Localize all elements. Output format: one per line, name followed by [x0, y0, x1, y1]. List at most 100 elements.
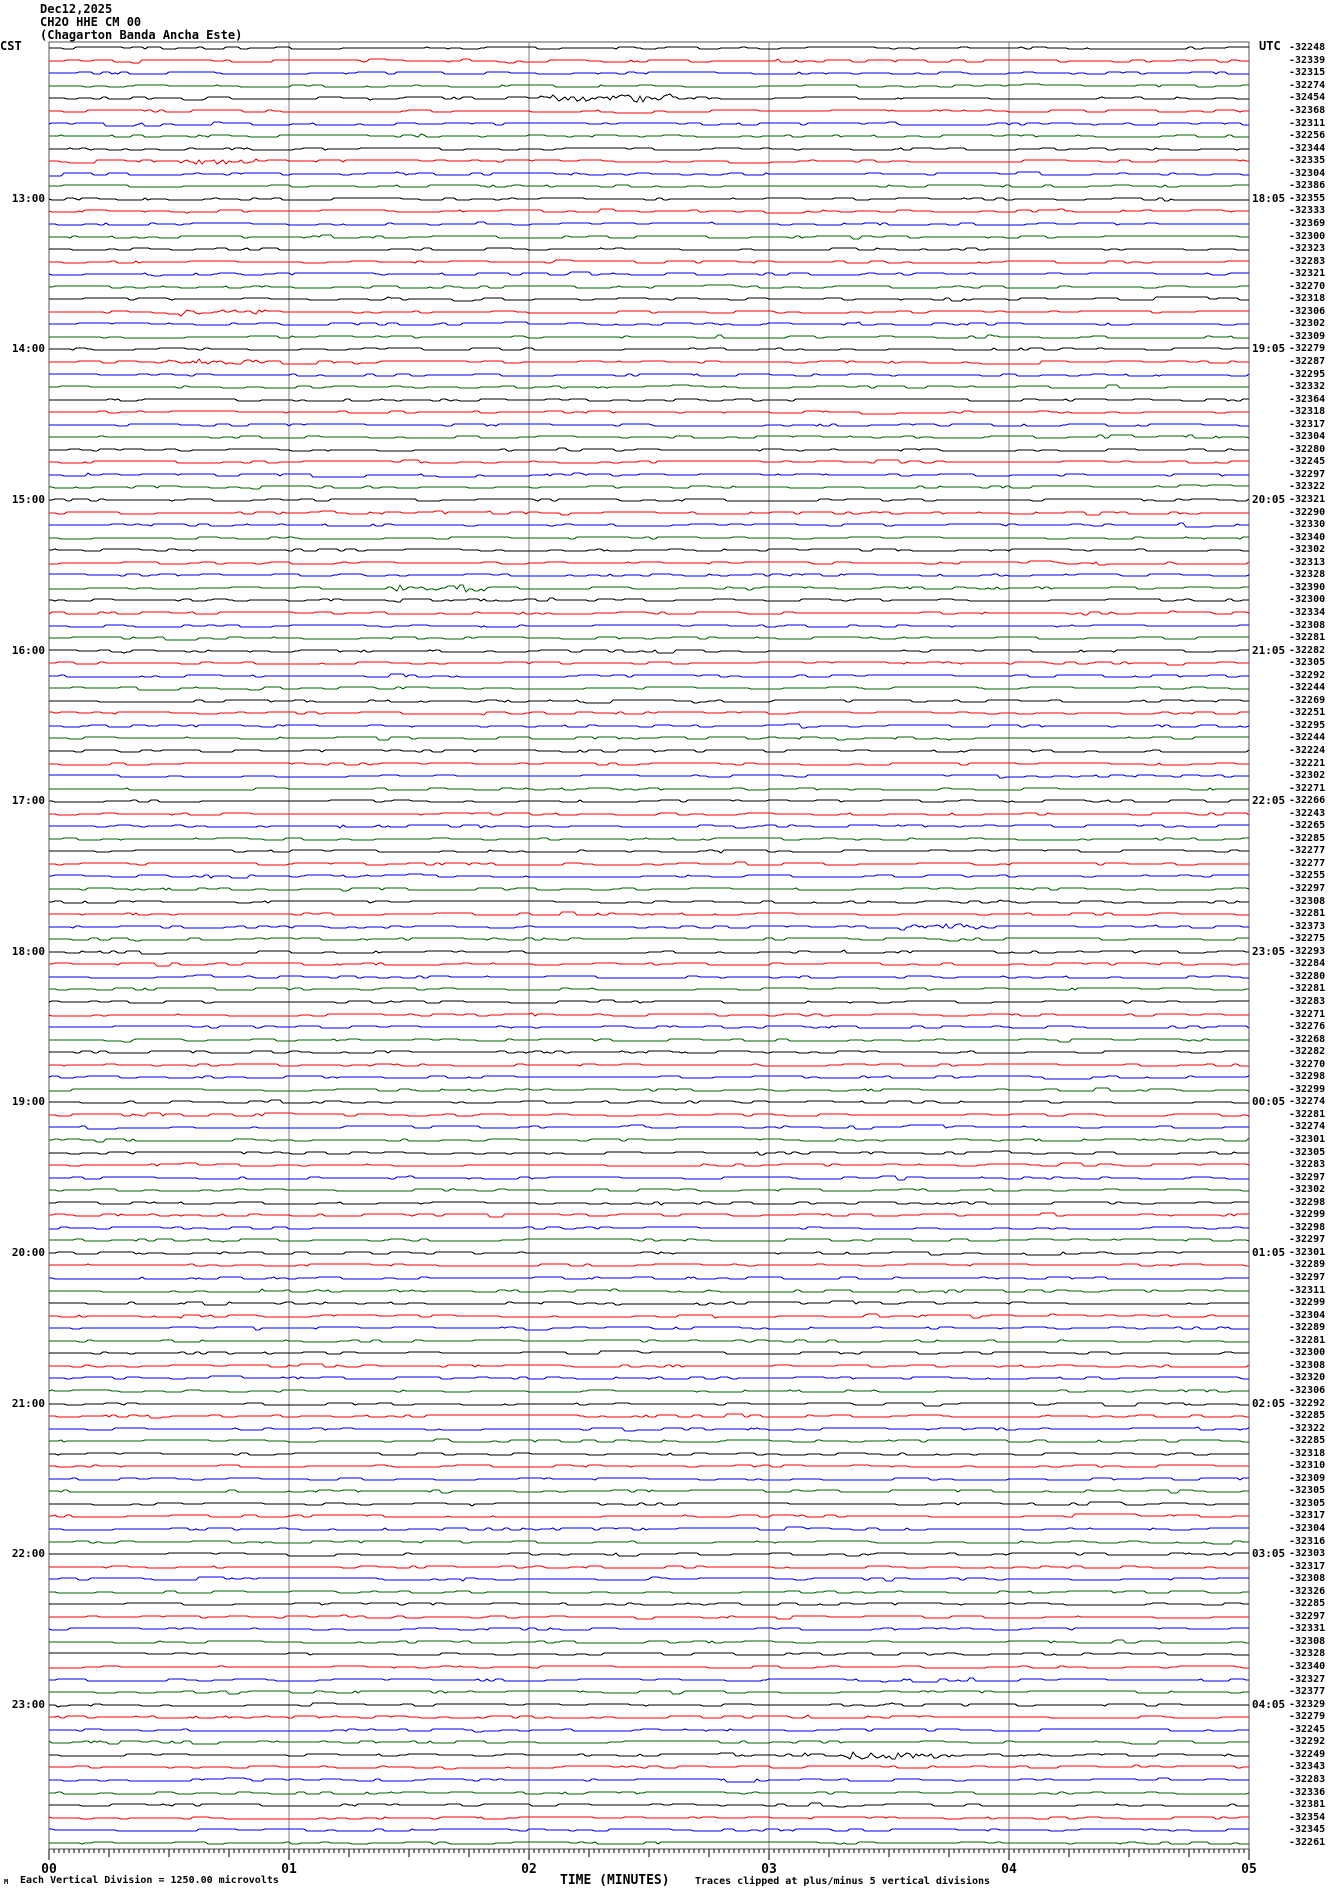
offset-value: -32355: [1289, 192, 1326, 204]
offset-value: -32328: [1289, 1648, 1326, 1660]
seismogram-trace: [49, 234, 1249, 240]
seismogram-trace: [49, 974, 1249, 979]
seismogram-trace: [49, 1690, 1249, 1695]
offset-value: -32297: [1289, 883, 1326, 895]
seismogram-trace: [49, 812, 1250, 816]
offset-value: -32329: [1289, 1698, 1326, 1710]
seismogram-trace: [49, 1438, 1249, 1443]
seismogram-trace: [49, 1751, 1249, 1760]
cst-hour-label: 13:00: [11, 191, 45, 205]
utc-hour-label: 01:05: [1252, 1245, 1286, 1259]
cst-hour-label: 21:00: [11, 1396, 45, 1410]
offset-value: -32295: [1289, 719, 1326, 731]
seismogram-trace: [49, 373, 1250, 377]
offset-value: -32308: [1289, 1359, 1326, 1371]
seismogram-trace: [49, 398, 1249, 402]
cst-hour-label: 20:00: [11, 1245, 45, 1259]
seismogram-trace: [49, 410, 1249, 415]
offset-value: -32311: [1289, 117, 1326, 129]
seismogram-trace: [49, 522, 1249, 528]
offset-value: -32271: [1289, 782, 1326, 794]
seismogram-trace: [49, 1363, 1250, 1368]
seismogram-trace: [49, 347, 1249, 351]
offset-value: -32369: [1289, 217, 1326, 229]
offset-value: -32318: [1289, 406, 1326, 418]
x-tick-label: 05: [1241, 1862, 1257, 1877]
seismogram-trace: [49, 949, 1249, 955]
seismogram-trace: [49, 762, 1249, 766]
utc-label: UTC: [1259, 39, 1281, 53]
x-tick-label: 03: [761, 1862, 777, 1877]
offset-value: -32322: [1289, 1422, 1326, 1434]
offset-value: -32299: [1289, 1083, 1326, 1095]
offset-value: -32256: [1289, 130, 1326, 142]
utc-hour-label: 21:05: [1252, 643, 1286, 657]
offset-value: -32270: [1289, 1058, 1326, 1070]
offset-value: -32311: [1289, 1284, 1326, 1296]
offset-value: -32308: [1289, 619, 1326, 631]
offset-value: -32279: [1289, 1711, 1326, 1723]
seismogram-trace: [49, 498, 1250, 502]
offset-value: -32287: [1289, 355, 1326, 367]
seismogram-trace: [49, 1025, 1250, 1029]
offset-value: -32271: [1289, 1008, 1326, 1020]
offset-value: -32306: [1289, 1384, 1326, 1396]
offset-value: -32283: [1289, 255, 1326, 267]
seismogram-trace: [49, 1728, 1249, 1733]
seismogram-trace: [49, 1841, 1249, 1845]
seismogram-trace: [49, 510, 1249, 516]
seismogram-trace: [49, 247, 1249, 251]
seismogram-trace: [49, 472, 1249, 478]
seismogram-trace: [49, 1188, 1249, 1192]
seismogram-trace: [49, 1565, 1249, 1569]
offset-value: -32292: [1289, 669, 1326, 681]
seismogram-trace: [49, 849, 1249, 854]
seismogram-trace: [49, 1764, 1249, 1770]
seismogram-trace: [49, 1112, 1250, 1117]
seismogram-trace: [49, 334, 1249, 339]
offset-value: -32282: [1289, 644, 1326, 656]
offset-value: -32298: [1289, 1071, 1326, 1083]
offset-value: -32283: [1289, 1159, 1326, 1171]
seismogram-trace: [49, 1702, 1249, 1708]
cst-hour-label: 19:00: [11, 1095, 45, 1109]
seismogram-trace: [49, 1162, 1250, 1167]
seismogram-trace: [49, 296, 1249, 302]
seismogram-trace: [49, 358, 1249, 365]
seismogram-trace: [49, 1413, 1249, 1419]
seismogram-trace: [49, 1175, 1249, 1181]
seismogram-trace: [49, 1426, 1250, 1432]
offset-value: -32303: [1289, 1548, 1326, 1560]
cst-label: CST: [0, 39, 22, 53]
seismogram-trace: [49, 384, 1249, 389]
offset-value: -32275: [1289, 933, 1326, 945]
utc-hour-label: 03:05: [1252, 1547, 1286, 1561]
utc-hour-label: 20:05: [1252, 493, 1286, 507]
seismogram-trace: [49, 1489, 1249, 1494]
seismogram-trace: [49, 774, 1249, 779]
seismogram-trace: [49, 673, 1249, 678]
offset-value: -32330: [1289, 519, 1326, 531]
seismogram-trace: [49, 1477, 1249, 1481]
offset-value: -32255: [1289, 870, 1326, 882]
offset-value: -32381: [1289, 1799, 1326, 1811]
seismogram-trace: [49, 899, 1249, 904]
offset-value: -32308: [1289, 1573, 1326, 1585]
offset-value: -32354: [1289, 1811, 1326, 1823]
seismogram-trace: [48, 1012, 1249, 1017]
seismogram-trace: [49, 58, 1249, 64]
seismogram-trace: [49, 1300, 1249, 1306]
seismogram-trace: [49, 447, 1249, 452]
offset-value: -32274: [1289, 1121, 1326, 1133]
offset-value: -32373: [1289, 920, 1326, 932]
seismogram-trace: [49, 459, 1249, 464]
offset-value: -32386: [1289, 180, 1326, 192]
seismogram-trace: [49, 911, 1249, 916]
offset-value: -32316: [1289, 1535, 1326, 1547]
offset-value: -32297: [1289, 1171, 1326, 1183]
offset-value: -32297: [1289, 1234, 1326, 1246]
offset-value: -32334: [1289, 606, 1326, 618]
seismogram-trace: [49, 536, 1249, 540]
offset-value: -32281: [1289, 908, 1326, 920]
seismogram-trace: [49, 158, 1249, 165]
